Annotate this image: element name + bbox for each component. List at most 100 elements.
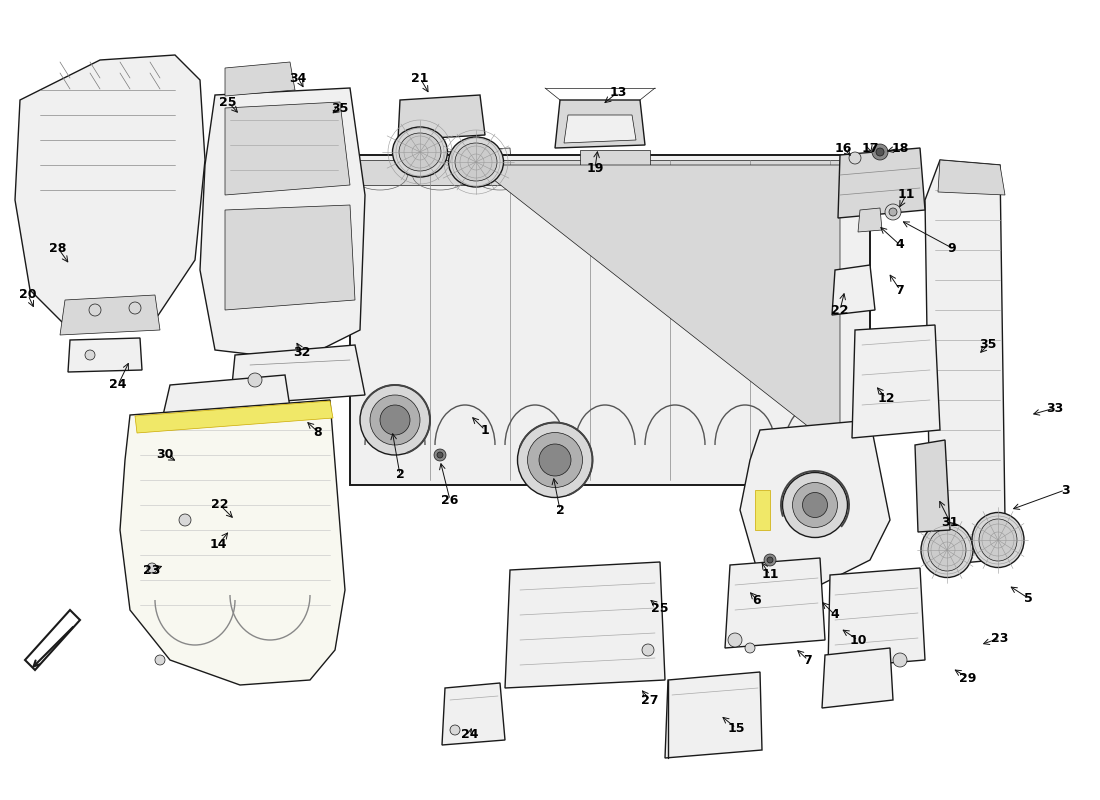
Circle shape bbox=[89, 304, 101, 316]
Text: 2: 2 bbox=[396, 469, 405, 482]
Text: 8: 8 bbox=[314, 426, 322, 438]
Polygon shape bbox=[505, 562, 666, 688]
Text: a passion for parts since 1985: a passion for parts since 1985 bbox=[370, 203, 774, 373]
Text: 17: 17 bbox=[861, 142, 879, 154]
Text: 24: 24 bbox=[461, 729, 478, 742]
Polygon shape bbox=[226, 102, 350, 195]
Circle shape bbox=[893, 653, 907, 667]
Text: 16: 16 bbox=[834, 142, 851, 154]
Text: 12: 12 bbox=[878, 391, 894, 405]
Circle shape bbox=[642, 644, 654, 656]
Text: 22: 22 bbox=[832, 303, 849, 317]
Polygon shape bbox=[755, 490, 770, 530]
Polygon shape bbox=[60, 295, 160, 335]
Text: 7: 7 bbox=[895, 283, 904, 297]
Circle shape bbox=[179, 514, 191, 526]
Text: 3: 3 bbox=[1060, 483, 1069, 497]
Text: 25: 25 bbox=[219, 95, 236, 109]
Text: 13: 13 bbox=[609, 86, 627, 98]
Circle shape bbox=[248, 373, 262, 387]
Ellipse shape bbox=[921, 522, 974, 578]
Text: 9: 9 bbox=[948, 242, 956, 254]
Circle shape bbox=[767, 557, 773, 563]
Polygon shape bbox=[388, 148, 512, 182]
Ellipse shape bbox=[782, 473, 847, 538]
Polygon shape bbox=[68, 338, 142, 372]
Text: 22: 22 bbox=[211, 498, 229, 511]
Polygon shape bbox=[852, 325, 940, 438]
Polygon shape bbox=[120, 400, 345, 685]
Polygon shape bbox=[15, 55, 205, 330]
Text: 26: 26 bbox=[441, 494, 459, 506]
Ellipse shape bbox=[393, 127, 448, 177]
Ellipse shape bbox=[979, 519, 1018, 561]
Ellipse shape bbox=[455, 143, 497, 181]
Text: 31: 31 bbox=[942, 515, 959, 529]
Polygon shape bbox=[155, 375, 295, 500]
Text: 20: 20 bbox=[20, 289, 36, 302]
Ellipse shape bbox=[370, 395, 420, 445]
Circle shape bbox=[876, 148, 884, 156]
Polygon shape bbox=[475, 165, 870, 475]
Text: 2: 2 bbox=[556, 503, 564, 517]
Text: 4: 4 bbox=[830, 609, 839, 622]
Text: europarts: europarts bbox=[373, 275, 771, 477]
Circle shape bbox=[155, 655, 165, 665]
Ellipse shape bbox=[539, 444, 571, 476]
Text: 7: 7 bbox=[804, 654, 813, 666]
Text: 32: 32 bbox=[294, 346, 310, 358]
Circle shape bbox=[728, 633, 743, 647]
Text: 4: 4 bbox=[895, 238, 904, 251]
Ellipse shape bbox=[449, 137, 504, 187]
Polygon shape bbox=[226, 62, 295, 96]
Polygon shape bbox=[355, 160, 865, 185]
Circle shape bbox=[147, 563, 157, 573]
Text: 19: 19 bbox=[586, 162, 604, 174]
Polygon shape bbox=[725, 558, 825, 648]
Circle shape bbox=[849, 152, 861, 164]
Text: 25: 25 bbox=[651, 602, 669, 614]
Polygon shape bbox=[442, 683, 505, 745]
Text: 35: 35 bbox=[979, 338, 997, 351]
Circle shape bbox=[872, 144, 888, 160]
Polygon shape bbox=[556, 100, 645, 148]
Polygon shape bbox=[838, 148, 925, 218]
Text: 11: 11 bbox=[898, 189, 915, 202]
Text: 23: 23 bbox=[143, 563, 161, 577]
Ellipse shape bbox=[972, 513, 1024, 567]
Text: 5: 5 bbox=[1024, 591, 1033, 605]
Polygon shape bbox=[828, 568, 925, 668]
Text: 35: 35 bbox=[331, 102, 349, 114]
Circle shape bbox=[434, 449, 446, 461]
Polygon shape bbox=[740, 420, 890, 590]
Polygon shape bbox=[564, 115, 636, 143]
Ellipse shape bbox=[360, 385, 430, 455]
Text: 33: 33 bbox=[1046, 402, 1064, 414]
Text: 21: 21 bbox=[411, 71, 429, 85]
Circle shape bbox=[764, 554, 776, 566]
Circle shape bbox=[450, 725, 460, 735]
Polygon shape bbox=[135, 401, 333, 433]
Text: 30: 30 bbox=[156, 449, 174, 462]
Ellipse shape bbox=[517, 422, 593, 498]
Text: 6: 6 bbox=[752, 594, 761, 606]
Text: 34: 34 bbox=[289, 71, 307, 85]
Polygon shape bbox=[915, 440, 950, 532]
Polygon shape bbox=[226, 205, 355, 310]
Text: 15: 15 bbox=[727, 722, 745, 734]
Text: 14: 14 bbox=[209, 538, 227, 551]
Ellipse shape bbox=[528, 433, 583, 487]
Polygon shape bbox=[832, 265, 875, 315]
Polygon shape bbox=[200, 88, 365, 360]
Circle shape bbox=[889, 208, 896, 216]
Text: 27: 27 bbox=[641, 694, 659, 706]
Circle shape bbox=[437, 452, 443, 458]
Text: 24: 24 bbox=[109, 378, 126, 391]
Polygon shape bbox=[938, 160, 1005, 195]
Polygon shape bbox=[858, 208, 882, 232]
Polygon shape bbox=[822, 648, 893, 708]
Text: 10: 10 bbox=[849, 634, 867, 646]
Ellipse shape bbox=[792, 482, 837, 527]
Polygon shape bbox=[925, 160, 1005, 565]
Ellipse shape bbox=[803, 493, 827, 518]
